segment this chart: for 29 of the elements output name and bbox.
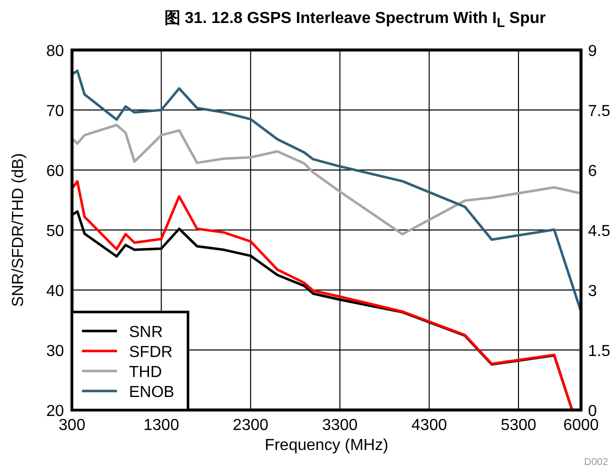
legend-label: ENOB	[129, 384, 174, 401]
y-tick-label: 60	[46, 163, 64, 180]
y-tick-label: 80	[46, 43, 64, 60]
y-tick-label: 40	[46, 283, 64, 300]
x-tick-label: 5300	[500, 417, 536, 434]
x-axis-title: Frequency (MHz)	[264, 437, 388, 454]
x-tick-label: 6000	[563, 417, 599, 434]
y2-tick-label: 4.5	[588, 223, 610, 240]
y2-tick-label: 0	[588, 403, 597, 420]
x-tick-label: 300	[58, 417, 86, 434]
y2-tick-label: 6	[588, 163, 597, 180]
y-tick-label: 30	[46, 343, 64, 360]
y2-tick-label: 9	[588, 43, 597, 60]
legend-label: SNR	[129, 324, 163, 341]
x-tick-label: 3300	[322, 417, 358, 434]
text: D002	[584, 457, 608, 468]
x-tick-label: 1300	[144, 417, 180, 434]
y-tick-label: 20	[46, 403, 64, 420]
y2-tick-label: 7.5	[588, 103, 610, 120]
title: 图 31. 12.8 GSPS Interleave Spectrum With I$_{L}$ Spur	[163, 9, 547, 30]
x-tick-label: 4300	[411, 417, 448, 434]
x-tick-label: 2300	[232, 417, 268, 434]
legend-label: SFDR	[129, 344, 173, 361]
y2-tick-label: 1.5	[588, 343, 610, 360]
y-tick-label: 70	[46, 103, 64, 120]
y2-tick-label: 3	[588, 283, 597, 300]
y-tick-label: 50	[46, 223, 64, 240]
legend-label: THD	[129, 364, 162, 381]
y-axis-title: SNR/SFDR/THD (dB)	[10, 153, 27, 307]
